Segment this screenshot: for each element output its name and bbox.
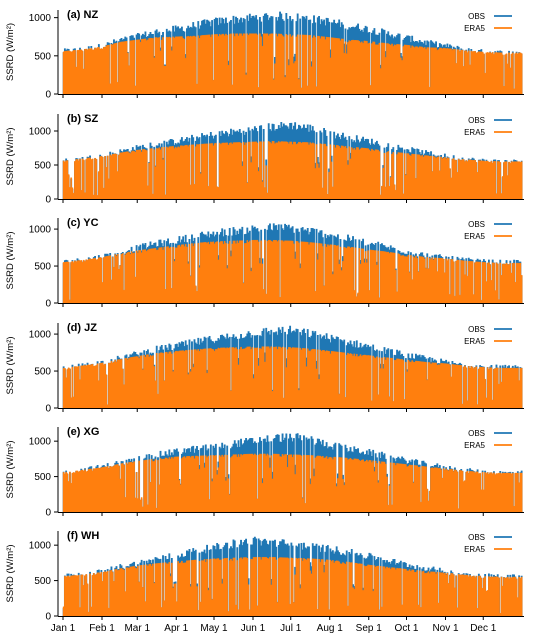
chart-panel-1: 0 500 1000 (a) NZ SSRD (W/m²) OBS ERA5 (5, 9, 524, 101)
legend: OBS ERA5 (464, 116, 512, 137)
x-tick-label: Feb 1 (89, 623, 115, 634)
chart-panel-6: 0 500 1000 Jan 1 Feb 1 Mar 1 Apr 1 May 1 Jun 1 Ju… (5, 530, 524, 634)
legend-obs-label: OBS (468, 220, 485, 229)
chart-panel-4: 0 500 1000 (d) JZ SSRD (W/m²) OBS ERA5 (5, 322, 524, 415)
series-era5-area (62, 33, 523, 95)
y-axis-label: SSRD (W/m²) (5, 544, 16, 602)
legend: OBS ERA5 (464, 533, 512, 554)
legend-obs-label: OBS (468, 12, 485, 21)
y-tick-label: 0 (45, 612, 51, 623)
series-era5-area (62, 557, 523, 617)
y-axis-label: SSRD (W/m²) (5, 23, 16, 81)
legend-era5-label: ERA5 (464, 545, 485, 554)
panel-title: (a) NZ (67, 9, 98, 21)
y-tick-label: 500 (34, 576, 51, 587)
x-tick-label: Sep 1 (356, 623, 383, 634)
legend-obs-label: OBS (468, 116, 485, 125)
y-tick-label: 0 (45, 195, 51, 206)
x-tick-label: Dec 1 (470, 623, 497, 634)
y-tick-label: 500 (34, 472, 51, 483)
panel-title: (e) XG (67, 426, 99, 438)
legend-era5-label: ERA5 (464, 128, 485, 137)
panel-title: (f) WH (67, 530, 99, 542)
legend-obs-label: OBS (468, 533, 485, 542)
series-era5-area (62, 453, 523, 513)
x-tick-label: Apr 1 (164, 623, 188, 634)
x-tick-label: Oct 1 (395, 623, 419, 634)
series-era5-area (62, 141, 523, 200)
x-tick-label: May 1 (200, 623, 228, 634)
y-tick-label: 1000 (29, 437, 52, 448)
chart-panel-2: 0 500 1000 (b) SZ SSRD (W/m²) OBS ERA5 (5, 113, 524, 206)
x-tick-label: Jan 1 (51, 623, 76, 634)
x-tick-label: Aug 1 (317, 623, 344, 634)
chart-panel-3: 0 500 1000 (c) YC SSRD (W/m²) OBS ERA5 (5, 217, 524, 310)
legend-era5-label: ERA5 (464, 24, 485, 33)
panel-title: (b) SZ (67, 113, 98, 125)
y-tick-label: 1000 (29, 225, 52, 236)
legend: OBS ERA5 (464, 220, 512, 241)
series-era5-area (62, 239, 523, 304)
y-tick-label: 1000 (29, 541, 52, 552)
panel-title: (c) YC (67, 217, 99, 229)
legend-obs-label: OBS (468, 429, 485, 438)
x-tick-label: Nov 1 (432, 623, 459, 634)
y-tick-label: 500 (34, 161, 51, 172)
legend-obs-label: OBS (468, 325, 485, 334)
legend-era5-label: ERA5 (464, 232, 485, 241)
panel-title: (d) JZ (67, 322, 97, 334)
y-tick-label: 0 (45, 299, 51, 310)
y-axis-label: SSRD (W/m²) (5, 231, 16, 289)
x-tick-label: Mar 1 (124, 623, 150, 634)
x-tick-label: Jul 1 (280, 623, 302, 634)
legend-era5-label: ERA5 (464, 441, 485, 450)
y-tick-label: 1000 (29, 330, 52, 341)
y-tick-label: 500 (34, 51, 51, 62)
y-tick-label: 0 (45, 404, 51, 415)
y-axis-label: SSRD (W/m²) (5, 336, 16, 394)
y-tick-label: 0 (45, 508, 51, 519)
y-axis-label: SSRD (W/m²) (5, 440, 16, 498)
chart-panel-5: 0 500 1000 (e) XG SSRD (W/m²) OBS ERA5 (5, 426, 524, 519)
y-tick-label: 500 (34, 367, 51, 378)
x-tick-label: Jun 1 (241, 623, 266, 634)
legend: OBS ERA5 (464, 429, 512, 450)
legend: OBS ERA5 (464, 12, 512, 33)
y-tick-label: 500 (34, 262, 51, 273)
y-tick-label: 1000 (29, 13, 52, 24)
y-tick-label: 0 (45, 90, 51, 101)
legend: OBS ERA5 (464, 325, 512, 346)
y-tick-label: 1000 (29, 127, 52, 138)
y-axis-label: SSRD (W/m²) (5, 127, 16, 185)
legend-era5-label: ERA5 (464, 337, 485, 346)
series-era5-area (62, 346, 523, 409)
